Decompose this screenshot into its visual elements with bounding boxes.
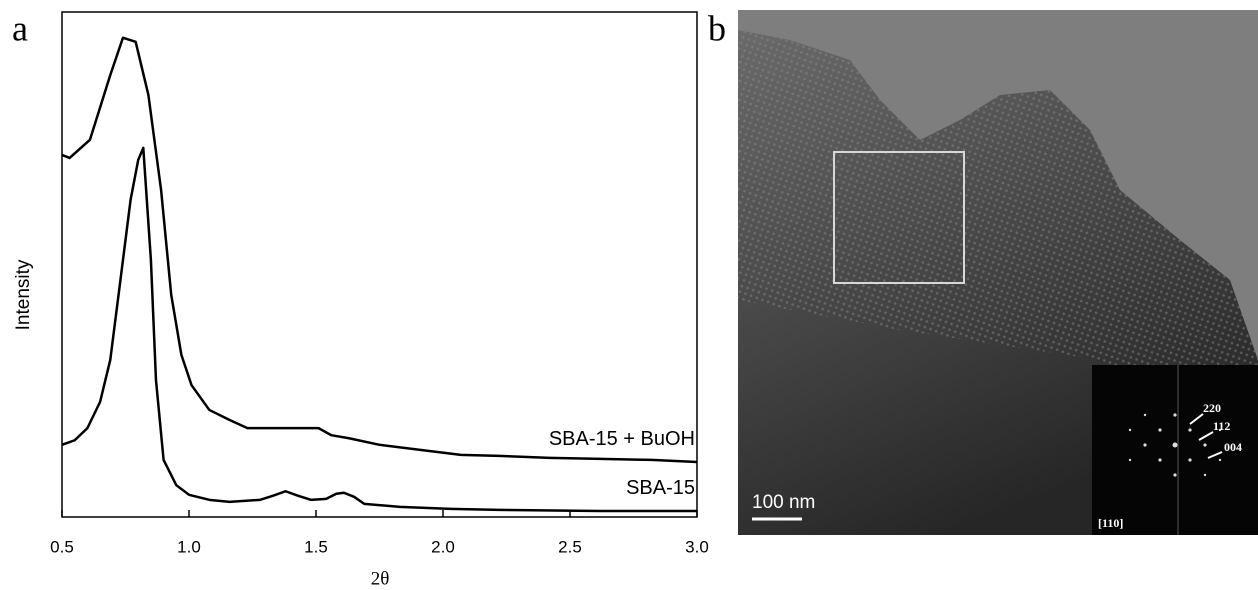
x-tick-label: 3.0 <box>685 537 709 556</box>
spot-label: 004 <box>1224 440 1242 454</box>
data-line <box>61 36 698 464</box>
y-axis-label: Intensity <box>13 259 34 330</box>
x-tick-label: 1.5 <box>304 537 328 556</box>
series-label: SBA-15 + BuOH <box>549 428 695 450</box>
tem-image: 100 nm 220 112 004 [110] <box>738 10 1258 535</box>
x-tick-label: 1.0 <box>177 537 201 556</box>
x-tick-label: 2.5 <box>558 537 582 556</box>
plot-frame <box>61 11 698 518</box>
scale-bar-label: 100 nm <box>752 492 815 513</box>
x-tick-label: 0.5 <box>50 537 74 556</box>
x-axis-label: 2θ <box>371 568 390 589</box>
panel-label: b <box>708 8 726 48</box>
x-tick-label: 2.0 <box>431 537 455 556</box>
zone-axis-label: [110] <box>1098 516 1123 530</box>
data-line <box>61 146 697 513</box>
spot-label: 220 <box>1203 401 1221 415</box>
panel-label: a <box>12 8 28 48</box>
spot-label: 112 <box>1213 419 1230 433</box>
fft-inset: 220 112 004 [110] <box>1092 365 1258 535</box>
series-label: SBA-15 <box>626 477 695 499</box>
